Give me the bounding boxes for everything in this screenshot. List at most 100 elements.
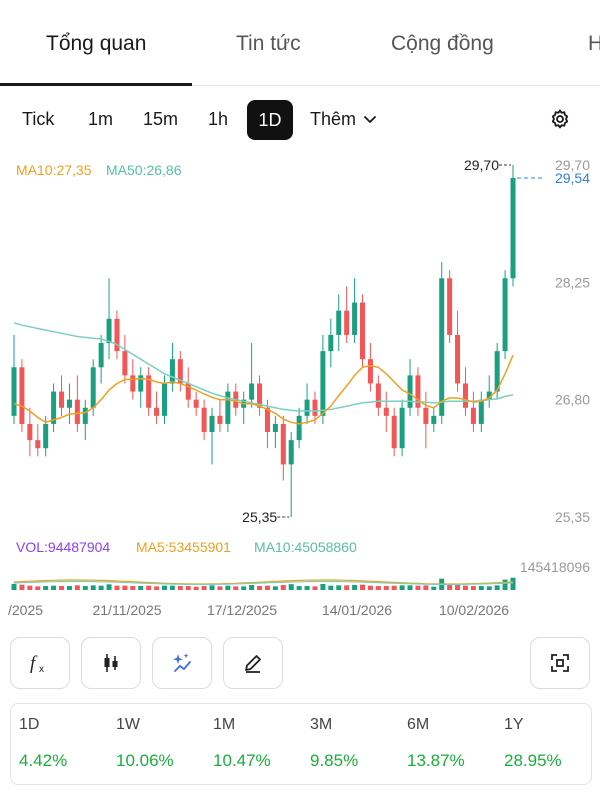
ma50-line xyxy=(13,322,514,412)
volume-bar xyxy=(344,585,350,590)
tab-community[interactable]: Cộng đồng xyxy=(391,32,494,55)
candle-body xyxy=(217,415,223,424)
volume-bar xyxy=(431,586,437,590)
performance-value: 28.95% xyxy=(504,751,562,770)
ma50-legend: MA50:26,86 xyxy=(106,162,182,178)
volume-bar xyxy=(328,585,334,590)
volume-bar xyxy=(257,586,263,590)
timeframe-tick[interactable]: Tick xyxy=(22,109,55,129)
active-tab-indicator xyxy=(0,83,192,86)
volume-bar xyxy=(130,586,136,590)
tab-overview[interactable]: Tổng quan xyxy=(46,32,147,55)
candle-body xyxy=(352,302,358,335)
candle-body xyxy=(486,391,492,400)
draw-button[interactable] xyxy=(223,637,283,689)
function-icon: f x xyxy=(30,653,44,675)
high-marker-label: 29,70 xyxy=(464,157,499,173)
performance-period: 6M xyxy=(407,716,430,733)
candle-body xyxy=(336,310,342,335)
candle-body xyxy=(35,440,41,449)
volume-bar xyxy=(249,585,255,590)
candle-body xyxy=(154,407,160,416)
candle-body xyxy=(478,399,484,424)
volume-bar xyxy=(399,585,405,590)
volume-ma10-legend: MA10:45058860 xyxy=(254,539,357,555)
candle-body xyxy=(415,375,421,408)
candle-body xyxy=(328,334,334,352)
performance-period: 1Y xyxy=(504,716,524,733)
volume-bar xyxy=(185,586,191,590)
volume-bar xyxy=(217,586,223,590)
performance-item: 1Y 28.95% xyxy=(496,704,593,786)
volume-bar xyxy=(510,577,516,590)
volume-bar xyxy=(455,584,461,590)
timeframe-1d-selected[interactable]: 1D xyxy=(247,100,293,140)
candle-body xyxy=(494,351,500,392)
volume-bar xyxy=(193,586,199,590)
performance-period: 3M xyxy=(310,716,333,733)
y-tick-label: 28,25 xyxy=(555,274,590,290)
fullscreen-icon xyxy=(551,654,569,672)
ma10-line xyxy=(13,354,514,425)
candle-body xyxy=(177,359,183,384)
performance-period: 1W xyxy=(116,716,140,733)
candle-body xyxy=(185,383,191,400)
candle-body xyxy=(407,375,413,408)
candle-body xyxy=(114,318,120,352)
more-label: Thêm xyxy=(310,109,357,129)
volume-bar xyxy=(415,585,421,590)
candle-body xyxy=(90,367,96,408)
candle-body xyxy=(462,383,468,408)
volume-bar xyxy=(177,586,183,590)
candle-body xyxy=(399,407,405,449)
performance-item: 1M 10.47% xyxy=(205,704,302,786)
volume-bar xyxy=(82,586,88,590)
volume-bar xyxy=(74,585,80,590)
indicators-button[interactable]: f x xyxy=(10,637,70,689)
candle-body xyxy=(11,367,17,416)
volume-ma5-legend: MA5:53455901 xyxy=(136,539,231,555)
candle-body xyxy=(130,375,136,392)
candle-body xyxy=(288,440,294,465)
x-tick-label: 10/02/2026 xyxy=(439,602,509,618)
volume-bar xyxy=(241,586,247,590)
low-marker-label: 25,35 xyxy=(242,509,277,525)
candle-body xyxy=(51,391,57,424)
volume-bar xyxy=(98,585,104,590)
timeframe-1m[interactable]: 1m xyxy=(88,109,114,129)
volume-bar xyxy=(423,585,429,590)
timeframe-15m[interactable]: 15m xyxy=(143,109,179,129)
ai-analysis-button[interactable] xyxy=(152,637,212,689)
price-chart[interactable]: MA10:27,35 MA50:26,86 VOL:94487904 MA5:5… xyxy=(0,150,600,620)
fullscreen-button[interactable] xyxy=(530,637,590,689)
volume-bar xyxy=(27,585,33,590)
performance-item: 1W 10.06% xyxy=(108,704,205,786)
candle-body xyxy=(122,351,128,376)
more-timeframes-button[interactable]: Thêm xyxy=(310,109,376,130)
current-price-label: 29,54 xyxy=(555,170,590,186)
volume-bar xyxy=(264,585,270,590)
volume-bar xyxy=(169,585,175,590)
volume-bar xyxy=(19,584,25,590)
performance-item: 6M 13.87% xyxy=(399,704,496,786)
volume-bar xyxy=(161,585,167,590)
candle-body xyxy=(193,399,199,408)
tab-news[interactable]: Tin tức xyxy=(236,32,301,55)
candle-body xyxy=(431,415,437,424)
candle-body xyxy=(27,423,33,441)
volume-bar xyxy=(288,584,294,590)
gear-icon[interactable] xyxy=(548,108,572,132)
volume-bar xyxy=(154,586,160,590)
timeframe-1h[interactable]: 1h xyxy=(208,109,229,129)
volume-bar xyxy=(470,586,476,590)
svg-text:x: x xyxy=(39,664,44,675)
volume-bar xyxy=(304,586,310,590)
chart-type-button[interactable] xyxy=(81,637,141,689)
candle-body xyxy=(367,359,373,384)
volume-bar xyxy=(90,585,96,590)
y-tick-label: 26,80 xyxy=(555,392,590,408)
volume-bar xyxy=(280,585,286,590)
tab-truncated[interactable]: H xyxy=(588,32,600,55)
volume-bar xyxy=(447,584,453,590)
volume-bar xyxy=(201,586,207,590)
